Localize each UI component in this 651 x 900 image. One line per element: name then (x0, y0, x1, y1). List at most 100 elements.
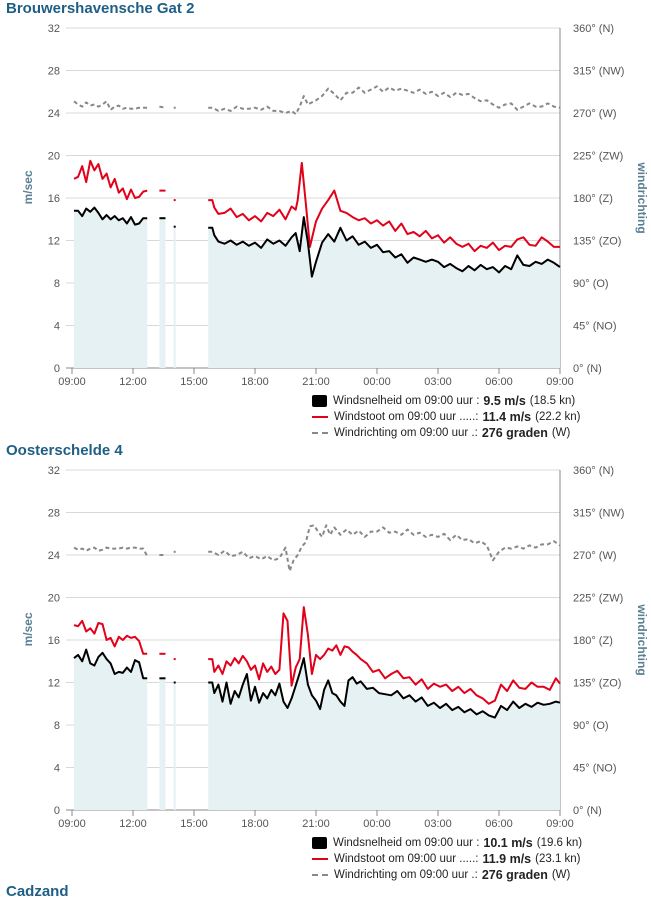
x-tick-label: 09:00 (546, 376, 574, 388)
y-tick-label: 16 (48, 635, 60, 647)
direction-line (208, 85, 561, 116)
legend-extra: (19.6 kn) (536, 837, 583, 849)
x-tick-label: 15:00 (180, 818, 208, 830)
y2-tick-label: 360° (N) (573, 465, 614, 477)
legend-label: Windrichting om 09:00 uur .: (334, 869, 478, 881)
x-tick-label: 18:00 (241, 818, 269, 830)
y-tick-label: 32 (48, 23, 60, 35)
legend-label: Windsnelheid om 09:00 uur : (333, 395, 480, 407)
legend-item[interactable]: Windrichting om 09:00 uur .: 276 graden (W… (312, 425, 581, 441)
speed-line (74, 206, 148, 226)
speed-swatch (312, 837, 327, 849)
y2-tick-label: 135° (ZO) (573, 678, 621, 690)
x-tick-label: 12:00 (119, 818, 147, 830)
direction-line (208, 524, 561, 572)
legend-extra: (W) (551, 869, 571, 881)
y-tick-label: 32 (48, 465, 60, 477)
speed-line (208, 216, 561, 278)
speed-area (159, 218, 166, 368)
y-tick-label: 24 (48, 108, 60, 120)
speed-area (173, 226, 176, 368)
legend-label: Windsnelheid om 09:00 uur : (333, 837, 480, 849)
legend-value: 10.1 m/s (483, 836, 533, 850)
y2-tick-label: 360° (N) (573, 23, 614, 35)
direction-line (73, 546, 149, 557)
x-tick-label: 21:00 (302, 818, 330, 830)
y-axis-title: m/sec (21, 170, 35, 204)
y2-axis-title: windrichting (635, 603, 649, 675)
x-tick-label: 03:00 (424, 376, 452, 388)
y-tick-label: 8 (54, 720, 60, 732)
legend-item[interactable]: Windrichting om 09:00 uur .: 276 graden (W… (312, 867, 582, 883)
y-tick-label: 4 (54, 321, 60, 333)
direction-line (73, 100, 148, 111)
station-title-3: Cadzand (6, 883, 69, 900)
speed-area (159, 678, 166, 810)
gust-line (73, 619, 148, 655)
gust-line (73, 159, 148, 201)
legend-extra: (18.5 kn) (529, 395, 576, 407)
y-axis-title: m/sec (21, 612, 35, 646)
legend-value: 9.5 m/s (483, 394, 526, 408)
legend-item[interactable]: Windstoot om 09:00 uur .....: 11.4 m/s (22… (312, 409, 581, 425)
y2-tick-label: 270° (W) (573, 108, 617, 120)
legend-label: Windrichting om 09:00 uur .: (334, 427, 478, 439)
speed-area (74, 207, 148, 368)
gust-line (208, 606, 561, 705)
x-tick-label: 00:00 (363, 376, 391, 388)
y2-tick-label: 315° (NW) (573, 508, 624, 520)
legend-item[interactable]: Windsnelheid om 09:00 uur :10.1 m/s (19.6… (312, 835, 582, 851)
y-tick-label: 28 (48, 66, 60, 78)
y2-tick-label: 180° (Z) (573, 635, 613, 647)
legend-extra: (22.2 kn) (535, 411, 581, 423)
speed-line (73, 648, 148, 680)
y2-tick-label: 45° (NO) (573, 321, 617, 333)
y2-tick-label: 90° (O) (573, 720, 609, 732)
speed-area (208, 217, 560, 368)
speed-area (173, 682, 176, 810)
y2-tick-label: 225° (ZW) (573, 593, 623, 605)
direction-line (159, 105, 166, 109)
station-title-2: Oosterschelde 4 (6, 442, 123, 459)
speed-area (208, 658, 560, 810)
speed-line (208, 657, 561, 719)
y-tick-label: 28 (48, 508, 60, 520)
y-tick-label: 20 (48, 593, 60, 605)
legend-value: 11.9 m/s (482, 852, 532, 866)
speed-area (74, 649, 148, 810)
legend-value: 276 graden (481, 868, 548, 882)
legend-2: Windsnelheid om 09:00 uur :10.1 m/s (19.6… (312, 835, 582, 883)
y2-tick-label: 225° (ZW) (573, 151, 623, 163)
y2-tick-label: 0° (N) (573, 805, 602, 817)
y2-tick-label: 180° (Z) (573, 193, 613, 205)
legend-item[interactable]: Windsnelheid om 09:00 uur :9.5 m/s (18.5 … (312, 393, 581, 409)
legend-value: 276 graden (481, 426, 548, 440)
legend-item[interactable]: Windstoot om 09:00 uur .....: 11.9 m/s (23… (312, 851, 582, 867)
legend-label: Windstoot om 09:00 uur .....: (334, 411, 479, 423)
direction-swatch (312, 432, 328, 434)
x-tick-label: 09:00 (546, 818, 574, 830)
y2-axis-title: windrichting (635, 161, 649, 233)
y2-tick-label: 90° (O) (573, 278, 609, 290)
gust-swatch (312, 416, 328, 418)
x-tick-label: 09:00 (58, 818, 86, 830)
y-tick-label: 16 (48, 193, 60, 205)
speed-swatch (312, 395, 327, 407)
y-tick-label: 20 (48, 151, 60, 163)
legend-value: 11.4 m/s (482, 410, 532, 424)
y-tick-label: 0 (54, 363, 60, 375)
wind-chart-1: 0 0° (N) 4 45° (NO) 8 90° (O) 12 135° (ZO) 16 180… (21, 23, 649, 388)
gust-line (208, 161, 560, 253)
x-tick-label: 06:00 (485, 818, 513, 830)
wind-chart-2: 0 0° (N) 4 45° (NO) 8 90° (O) 12 135° (ZO) 16 180… (21, 465, 649, 830)
x-tick-label: 12:00 (119, 376, 147, 388)
y2-tick-label: 0° (N) (573, 363, 602, 375)
y-tick-label: 12 (48, 678, 60, 690)
y-tick-label: 0 (54, 805, 60, 817)
x-tick-label: 06:00 (485, 376, 513, 388)
y-tick-label: 8 (54, 278, 60, 290)
y-tick-label: 12 (48, 236, 60, 248)
legend-1: Windsnelheid om 09:00 uur :9.5 m/s (18.5 … (312, 393, 581, 441)
y2-tick-label: 270° (W) (573, 550, 617, 562)
x-tick-label: 09:00 (58, 376, 86, 388)
